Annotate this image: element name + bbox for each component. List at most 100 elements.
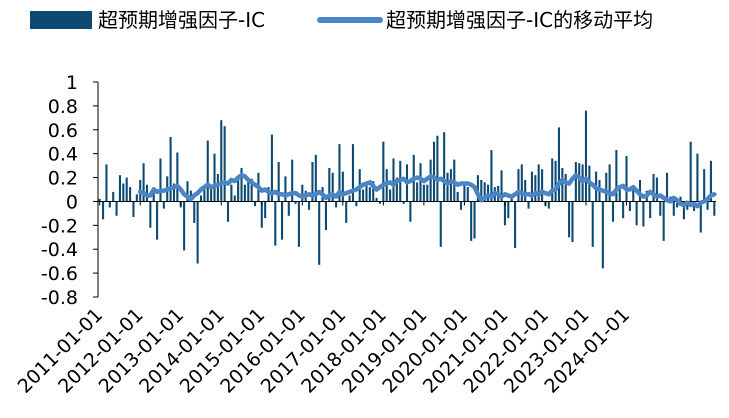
- ic-bar: [611, 201, 615, 222]
- ic-bar: [331, 172, 334, 202]
- legend-bar-swatch: [30, 11, 92, 29]
- ic-bar: [281, 201, 284, 240]
- ic-bar: [237, 176, 240, 202]
- ic-bar: [642, 201, 645, 227]
- ic-bar: [115, 201, 118, 216]
- ic-bar: [547, 201, 550, 209]
- ic-bar: [557, 127, 561, 202]
- ic-bar: [169, 136, 172, 202]
- ic-bar: [429, 159, 432, 202]
- ic-bar: [713, 201, 716, 216]
- ic-bar: [159, 158, 162, 202]
- ic-bar: [260, 201, 263, 228]
- ic-bar: [409, 201, 412, 222]
- moving-average-line: [137, 172, 717, 209]
- ic-bar: [335, 201, 338, 208]
- ic-bar: [362, 189, 365, 202]
- ic-bar: [591, 201, 594, 247]
- ic-bar: [395, 177, 398, 202]
- ic-bar: [487, 184, 490, 202]
- ic-bar: [365, 182, 368, 202]
- ic-bar: [355, 201, 358, 207]
- ic-bar: [267, 187, 270, 202]
- ic-bar: [240, 168, 243, 202]
- ic-bar: [186, 181, 189, 202]
- ic-bar: [473, 201, 476, 239]
- ic-bar: [500, 170, 503, 202]
- y-tick-label: 0.2: [48, 168, 78, 190]
- ic-bar: [446, 172, 449, 202]
- ic-bar: [530, 171, 533, 202]
- ic-bar: [206, 140, 209, 202]
- ic-bar: [199, 195, 203, 202]
- ic-bar: [419, 163, 422, 202]
- ic-bar: [328, 168, 331, 202]
- ic-bar: [253, 201, 257, 207]
- ic-bar: [112, 191, 115, 202]
- ic-bar: [679, 196, 682, 202]
- ic-bar: [368, 187, 371, 202]
- ic-bar: [382, 141, 385, 202]
- ic-bar: [351, 144, 355, 202]
- ic-bar: [578, 163, 581, 202]
- ic-bar: [108, 201, 111, 208]
- ic-bar: [635, 201, 638, 226]
- ic-bar: [378, 201, 382, 204]
- ic-bar: [625, 156, 628, 202]
- ic-bar: [696, 153, 699, 202]
- ic-bar: [584, 110, 588, 202]
- ic-bar: [402, 201, 405, 204]
- ic-bar: [372, 181, 375, 202]
- ic-bar: [507, 201, 510, 219]
- ic-bar: [301, 184, 304, 202]
- ic-bar: [338, 144, 341, 202]
- ic-bar: [129, 187, 132, 202]
- y-tick-label: 0.4: [48, 144, 78, 166]
- ic-bar: [628, 201, 631, 211]
- ic-bar: [318, 201, 321, 265]
- ic-bar: [172, 183, 176, 202]
- ic-bar: [699, 201, 702, 233]
- ic-bar: [149, 201, 152, 228]
- ic-bar: [618, 187, 621, 202]
- x-axis: 2011-01-012012-01-012013-01-012014-01-01…: [14, 201, 634, 398]
- ic-bar: [345, 201, 348, 223]
- ic-bar: [703, 169, 706, 202]
- legend-bar-label: 超预期增强因子-IC: [98, 8, 265, 32]
- ic-bar: [152, 187, 155, 202]
- ic-bar: [250, 178, 253, 202]
- ic-bar: [682, 201, 685, 220]
- ic-bar: [709, 160, 712, 202]
- ic-bar: [470, 201, 473, 241]
- ic-bar: [490, 150, 493, 202]
- y-tick-label: -0.6: [41, 263, 78, 285]
- ic-bar: [284, 176, 287, 202]
- ic-bar: [676, 201, 679, 208]
- ic-bar: [443, 132, 446, 202]
- ic-bar: [118, 175, 121, 202]
- y-tick-label: -0.4: [41, 239, 78, 261]
- y-tick-label: 0.8: [48, 96, 78, 118]
- ic-bar: [615, 150, 618, 202]
- ic-bar: [223, 126, 226, 202]
- ic-bar: [341, 171, 344, 202]
- ic-bar: [216, 173, 219, 202]
- ic-bar: [132, 201, 135, 217]
- ic-bar: [432, 141, 436, 202]
- ic-bar: [122, 183, 125, 202]
- ic-bar: [230, 184, 233, 202]
- ic-bar: [622, 201, 625, 219]
- ic-bar: [601, 201, 604, 269]
- y-tick-label: -0.2: [41, 215, 78, 237]
- y-tick-label: 0.6: [48, 120, 78, 142]
- ic-bar: [689, 141, 692, 202]
- ic-bar: [102, 201, 105, 220]
- ic-bar: [564, 173, 567, 202]
- ic-bar: [311, 162, 314, 202]
- ic-bar: [524, 179, 527, 202]
- ic-bar: [439, 201, 442, 247]
- ic-bar: [638, 179, 642, 202]
- y-axis: 10.80.60.40.20-0.2-0.4-0.6-0.8: [41, 72, 99, 309]
- ic-bar: [277, 162, 280, 202]
